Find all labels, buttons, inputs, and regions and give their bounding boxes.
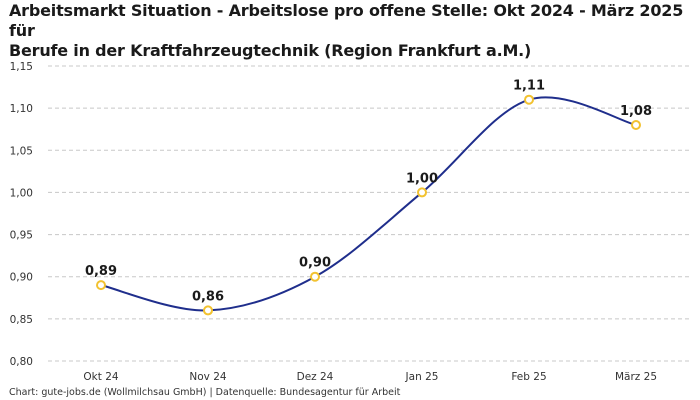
y-axis-ticks: 0,80 0,85 0,90 0,95 1,00 1,05 1,10 1,15 bbox=[10, 61, 33, 368]
chart-title: Arbeitsmarkt Situation - Arbeitslose pro… bbox=[9, 1, 689, 61]
chart-title-line-1: Arbeitsmarkt Situation - Arbeitslose pro… bbox=[9, 1, 684, 40]
source-note: Chart: gute-jobs.de (Wollmilchsau GmbH) … bbox=[9, 387, 401, 398]
y-tick-label: 0,80 bbox=[10, 356, 33, 368]
data-point bbox=[96, 280, 106, 291]
x-tick-label: März 25 bbox=[615, 371, 657, 383]
y-tick-label: 0,95 bbox=[10, 230, 33, 242]
data-label: 0,89 bbox=[85, 264, 117, 279]
data-label: 1,11 bbox=[513, 79, 545, 94]
x-axis-ticks: Okt 24 Nov 24 Dez 24 Jan 25 Feb 25 März 25 bbox=[83, 371, 657, 383]
data-point bbox=[310, 271, 320, 282]
data-label: 1,08 bbox=[620, 104, 652, 119]
series-line bbox=[100, 96, 637, 312]
data-point bbox=[631, 120, 641, 130]
data-label: 0,86 bbox=[192, 289, 224, 304]
data-label: 1,00 bbox=[406, 171, 438, 186]
y-tick-label: 1,10 bbox=[10, 103, 33, 115]
chart-title-line-2: Berufe in der Kraftfahrzeugtechnik (Regi… bbox=[9, 41, 532, 60]
gridlines bbox=[48, 65, 690, 362]
x-tick-label: Dez 24 bbox=[297, 371, 334, 383]
x-tick-label: Jan 25 bbox=[405, 371, 439, 383]
y-tick-label: 1,15 bbox=[10, 61, 33, 73]
x-tick-label: Nov 24 bbox=[189, 371, 227, 383]
y-tick-label: 1,05 bbox=[10, 145, 33, 157]
y-tick-label: 0,85 bbox=[10, 314, 33, 326]
data-point bbox=[524, 94, 534, 105]
data-points bbox=[96, 94, 641, 316]
data-point bbox=[417, 187, 427, 198]
data-label: 0,90 bbox=[299, 256, 331, 271]
x-tick-label: Feb 25 bbox=[511, 371, 546, 383]
data-point bbox=[203, 305, 213, 316]
y-tick-label: 0,90 bbox=[10, 272, 33, 284]
data-labels: 0,89 0,86 0,90 1,00 1,11 1,08 bbox=[85, 79, 652, 305]
y-tick-label: 1,00 bbox=[10, 187, 33, 199]
x-tick-label: Okt 24 bbox=[83, 371, 118, 383]
